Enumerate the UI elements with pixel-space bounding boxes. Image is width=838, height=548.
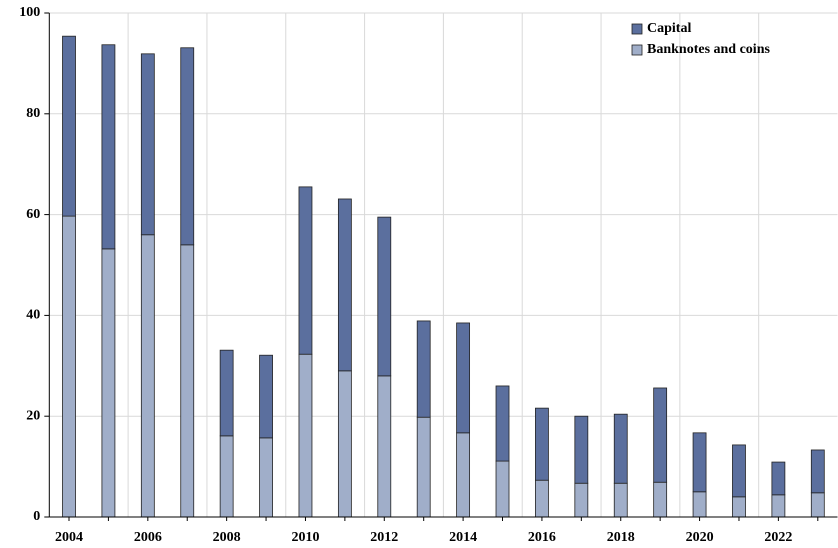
x-tick-label: 2022 — [764, 530, 792, 545]
bar-segment — [771, 461, 786, 496]
y-tick-label: 40 — [26, 308, 40, 323]
x-tick-label: 2006 — [134, 530, 162, 545]
y-tick-label: 60 — [26, 207, 40, 222]
y-tick-label: 100 — [19, 5, 40, 20]
x-tick-label: 2004 — [55, 530, 83, 545]
legend-swatch — [631, 23, 643, 35]
bar-segment — [535, 479, 549, 518]
bar-segment — [62, 35, 76, 217]
legend-label: Capital — [647, 21, 691, 36]
x-tick-label: 2018 — [607, 530, 635, 545]
bar-segment — [613, 482, 628, 518]
bar-segment — [613, 413, 628, 484]
bar-segment — [180, 47, 195, 246]
bar-segment — [653, 481, 668, 518]
bar-segment — [62, 215, 76, 518]
bar-segment — [574, 415, 589, 484]
bar-segment — [219, 435, 234, 518]
bar-segment — [259, 354, 273, 439]
bar-segment — [495, 460, 510, 518]
y-tick-label: 0 — [33, 509, 40, 524]
bar-segment — [298, 353, 313, 518]
bar-segment — [653, 387, 668, 483]
bar-segment — [337, 370, 352, 518]
bar-segment — [692, 432, 707, 493]
bar-segment — [771, 494, 786, 518]
bar-segment — [377, 216, 392, 377]
x-tick-label: 2020 — [686, 530, 714, 545]
x-tick-label: 2010 — [291, 530, 319, 545]
x-tick-label: 2008 — [213, 530, 241, 545]
bar-segment — [259, 437, 273, 518]
y-tick-label: 80 — [26, 106, 40, 121]
bar-segment — [298, 186, 313, 355]
x-tick-label: 2014 — [449, 530, 477, 545]
x-tick-label: 2016 — [528, 530, 556, 545]
bar-segment — [456, 322, 471, 434]
bar-segment — [101, 44, 116, 250]
bar-segment — [140, 234, 155, 518]
bar-segment — [574, 482, 589, 518]
bar-segment — [810, 449, 825, 494]
legend-swatch — [631, 44, 643, 56]
bar-segment — [495, 385, 510, 462]
bar-segment — [810, 492, 825, 518]
bar-segment — [732, 444, 746, 498]
bar-segment — [140, 53, 155, 236]
bar-segment — [416, 320, 431, 418]
y-tick-label: 20 — [26, 408, 40, 423]
bar-segment — [377, 375, 392, 518]
bar-segment — [456, 432, 471, 518]
bar-segment — [337, 198, 352, 372]
x-tick-label: 2012 — [370, 530, 398, 545]
bar-segment — [732, 496, 746, 518]
bar-segment — [416, 416, 431, 518]
legend-label: Banknotes and coins — [647, 42, 770, 57]
bar-segment — [180, 244, 195, 518]
bar-segment — [535, 407, 549, 481]
bar-segment — [692, 491, 707, 518]
bar-segment — [101, 248, 116, 518]
bar-segment — [219, 349, 234, 437]
